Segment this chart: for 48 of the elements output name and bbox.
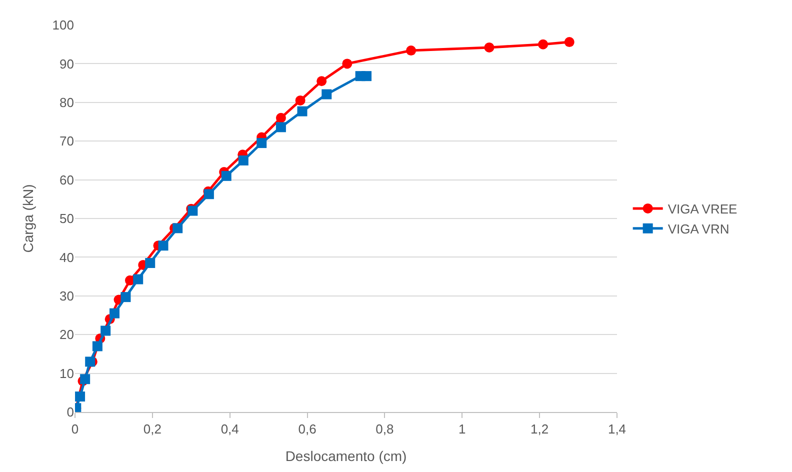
point [133,274,144,284]
point [564,37,574,48]
x-tick-label: 0,6 [298,422,316,437]
x-axis-title: Deslocamento (cm) [285,448,407,464]
point [342,58,352,69]
y-tick-label: 100 [52,18,74,33]
point [276,122,286,132]
y-tick-label: 80 [60,94,74,110]
x-tick-label: 0,8 [376,422,394,437]
point [109,308,120,318]
point [92,341,102,352]
point [276,112,286,123]
y-tick-label: 30 [60,288,74,304]
y-axis-title: Carga (kN) [20,184,36,253]
point [158,240,168,251]
point [204,189,214,200]
x-tick-label: 1,2 [530,422,549,437]
point [238,155,248,166]
x-tick-label: 0,4 [220,422,239,437]
point [80,374,90,384]
point [172,223,183,234]
point [538,39,548,50]
point [221,170,232,181]
point [297,106,308,116]
x-tick-label: 1,4 [608,422,626,437]
point [316,76,327,86]
y-tick-label: 0 [66,404,74,420]
point [295,95,306,106]
y-tick-label: 10 [60,366,74,381]
point [120,292,131,302]
point [75,392,86,402]
y-tick-label: 20 [60,327,74,342]
point [406,46,416,56]
x-tick-label: 0,2 [143,422,162,437]
point [362,71,372,82]
point [322,89,332,100]
point [256,138,267,148]
legend-label: VIGA VREE [668,202,738,217]
y-tick-label: 60 [60,172,74,188]
legend-label: VIGA VRN [668,221,730,236]
y-tick-label: 70 [60,134,74,149]
y-tick-label: 50 [60,211,74,226]
point [484,42,494,52]
point [100,326,111,336]
y-tick-label: 90 [60,56,74,72]
point [145,258,156,268]
y-tick-label: 40 [60,250,74,265]
x-tick-label: 1 [458,422,466,437]
